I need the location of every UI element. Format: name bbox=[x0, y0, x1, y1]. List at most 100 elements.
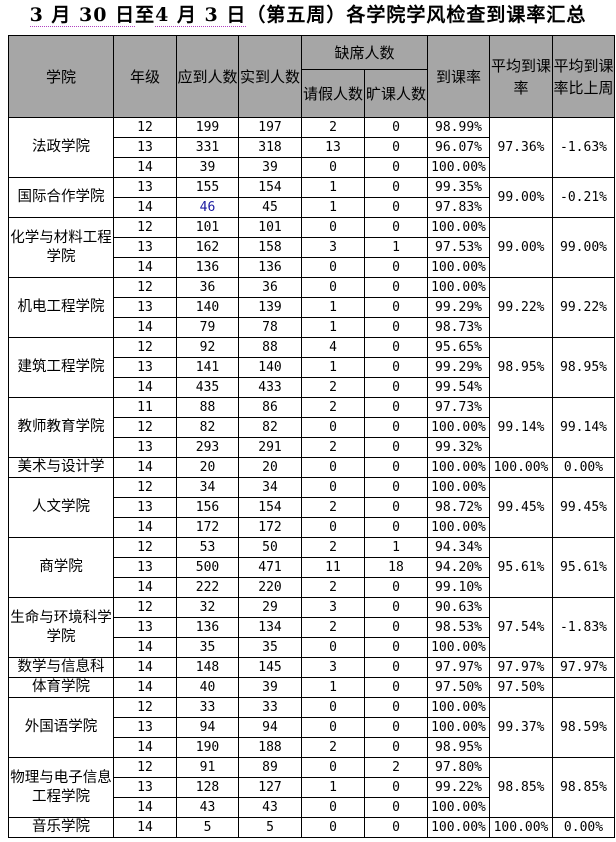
avg-rate-cell: 99.37% bbox=[489, 697, 553, 758]
leave-cell: 0 bbox=[301, 697, 365, 718]
avg-rate-cell: 97.50% bbox=[489, 677, 553, 698]
leave-cell: 1 bbox=[301, 317, 365, 338]
vs-last-week-cell: -1.83% bbox=[552, 597, 615, 658]
expected-cell: 128 bbox=[176, 777, 239, 798]
vs-last-week-cell: 0.00% bbox=[552, 457, 615, 478]
table-body: 法政学院 12 199 197 2 0 98.99% 97.36% -1.63% 13 331 318… bbox=[8, 117, 615, 838]
expected-cell: 190 bbox=[176, 737, 239, 758]
grade-cell: 14 bbox=[113, 637, 177, 658]
actual-cell: 39 bbox=[238, 677, 302, 698]
grade-cell: 12 bbox=[113, 477, 177, 498]
rate-cell: 97.50% bbox=[427, 677, 490, 698]
leave-cell: 0 bbox=[301, 717, 365, 738]
leave-cell: 0 bbox=[301, 817, 365, 838]
truant-cell: 0 bbox=[364, 777, 428, 798]
vs-last-week-cell: 0.00% bbox=[552, 817, 615, 838]
truant-cell: 0 bbox=[364, 257, 428, 278]
rate-cell: 99.54% bbox=[427, 377, 490, 398]
truant-cell: 0 bbox=[364, 817, 428, 838]
table-row: 教师教育学院 11 88 86 2 0 97.73% 99.14% 99.14% bbox=[8, 397, 615, 458]
leave-cell: 1 bbox=[301, 677, 365, 698]
truant-cell: 0 bbox=[364, 697, 428, 718]
leave-cell: 2 bbox=[301, 497, 365, 518]
truant-cell: 0 bbox=[364, 277, 428, 298]
grade-cell: 14 bbox=[113, 577, 177, 598]
rate-cell: 99.10% bbox=[427, 577, 490, 598]
rate-cell: 99.22% bbox=[427, 777, 490, 798]
vs-last-week-cell: 99.00% bbox=[552, 217, 615, 278]
header-truant: 旷课人数 bbox=[364, 69, 428, 118]
actual-cell: 94 bbox=[238, 717, 302, 738]
table-row: 物理与电子信息工程学院 12 91 89 0 2 97.80% 98.85% 98.85% bbox=[8, 757, 615, 818]
table-row: 体育学院 14 40 39 1 0 97.50% 97.50% bbox=[8, 677, 615, 698]
college-cell: 生命与环境科学学院 bbox=[8, 597, 114, 658]
actual-cell: 140 bbox=[238, 357, 302, 378]
actual-cell: 50 bbox=[238, 537, 302, 558]
rate-cell: 97.53% bbox=[427, 237, 490, 258]
grade-cell: 13 bbox=[113, 297, 177, 318]
truant-cell: 0 bbox=[364, 577, 428, 598]
rate-cell: 97.80% bbox=[427, 757, 490, 778]
college-cell: 教师教育学院 bbox=[8, 397, 114, 458]
avg-rate-cell: 97.36% bbox=[489, 117, 553, 178]
truant-cell: 0 bbox=[364, 317, 428, 338]
actual-cell: 471 bbox=[238, 557, 302, 578]
truant-cell: 0 bbox=[364, 197, 428, 218]
actual-cell: 145 bbox=[238, 657, 302, 678]
leave-cell: 2 bbox=[301, 537, 365, 558]
vs-last-week-cell: 97.97% bbox=[552, 657, 615, 678]
rate-cell: 100.00% bbox=[427, 457, 490, 478]
grade-cell: 13 bbox=[113, 617, 177, 638]
leave-cell: 2 bbox=[301, 397, 365, 418]
college-cell: 数学与信息科 bbox=[8, 657, 114, 678]
header-rate: 到课率 bbox=[427, 35, 490, 118]
truant-cell: 0 bbox=[364, 297, 428, 318]
truant-cell: 0 bbox=[364, 597, 428, 618]
leave-cell: 3 bbox=[301, 597, 365, 618]
rate-cell: 100.00% bbox=[427, 637, 490, 658]
expected-cell: 33 bbox=[176, 697, 239, 718]
expected-cell: 500 bbox=[176, 557, 239, 578]
vs-last-week-cell: 98.85% bbox=[552, 757, 615, 818]
grade-cell: 14 bbox=[113, 457, 177, 478]
expected-cell: 101 bbox=[176, 217, 239, 238]
grade-cell: 14 bbox=[113, 257, 177, 278]
avg-rate-cell: 97.97% bbox=[489, 657, 553, 678]
rate-cell: 96.07% bbox=[427, 137, 490, 158]
grade-cell: 13 bbox=[113, 177, 177, 198]
expected-cell: 53 bbox=[176, 537, 239, 558]
table-row: 13 94 94 0 0 100.00% bbox=[9, 717, 615, 738]
actual-cell: 101 bbox=[238, 217, 302, 238]
grade-cell: 11 bbox=[113, 397, 177, 418]
rate-cell: 94.20% bbox=[427, 557, 490, 578]
header-expected: 应到人数 bbox=[176, 35, 239, 118]
vs-last-week-cell: 98.59% bbox=[552, 697, 615, 758]
vs-last-week-cell bbox=[552, 677, 615, 698]
grade-cell: 12 bbox=[113, 217, 177, 238]
truant-cell: 0 bbox=[364, 617, 428, 638]
truant-cell: 0 bbox=[364, 157, 428, 178]
rate-cell: 100.00% bbox=[427, 257, 490, 278]
grade-cell: 12 bbox=[113, 117, 177, 138]
title-end-date: 4 月 3 日 bbox=[155, 4, 247, 27]
truant-cell: 0 bbox=[364, 637, 428, 658]
leave-cell: 11 bbox=[301, 557, 365, 578]
attendance-table: 学院 年级 应到人数 实到人数 缺席人数 到课率 平均到课率 平均到课率比上周 … bbox=[8, 35, 615, 838]
header-avg-rate: 平均到课率 bbox=[489, 35, 553, 118]
actual-cell: 78 bbox=[238, 317, 302, 338]
actual-cell: 154 bbox=[238, 177, 302, 198]
grade-cell: 12 bbox=[113, 337, 177, 358]
grade-cell: 14 bbox=[113, 797, 177, 818]
expected-cell: 136 bbox=[176, 257, 239, 278]
expected-cell: 36 bbox=[176, 277, 239, 298]
actual-cell: 188 bbox=[238, 737, 302, 758]
avg-rate-cell: 98.95% bbox=[489, 337, 553, 398]
expected-cell: 82 bbox=[176, 417, 239, 438]
actual-cell: 34 bbox=[238, 477, 302, 498]
actual-cell: 433 bbox=[238, 377, 302, 398]
rate-cell: 100.00% bbox=[427, 277, 490, 298]
actual-cell: 197 bbox=[238, 117, 302, 138]
header-absent: 缺席人数 bbox=[301, 35, 428, 70]
table-row: 商学院 12 53 50 2 1 94.34% 95.61% 95.61% bbox=[8, 537, 615, 598]
leave-cell: 0 bbox=[301, 257, 365, 278]
